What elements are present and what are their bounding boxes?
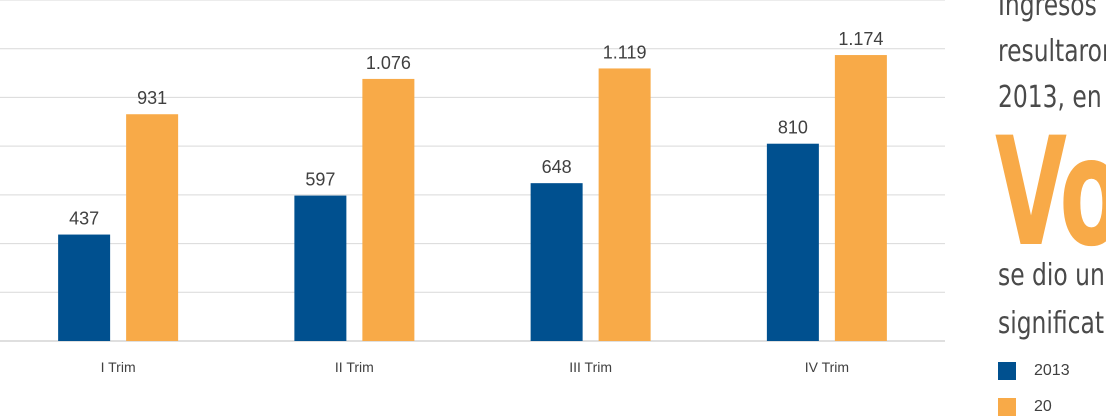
- category-label: IV Trim: [805, 359, 849, 375]
- bars: [58, 55, 887, 341]
- value-label: 1.076: [366, 53, 411, 73]
- legend-swatch-blue: [998, 362, 1016, 380]
- highlight-heading: Vo: [995, 106, 1106, 280]
- value-label: 648: [542, 157, 572, 177]
- bar-orange-1: [126, 114, 179, 341]
- category-label: III Trim: [569, 359, 612, 375]
- bar-orange-4: [834, 55, 887, 341]
- legend-item-2013: 2013: [998, 362, 1070, 380]
- category-label: II Trim: [335, 359, 374, 375]
- bar-orange-2: [362, 78, 415, 341]
- legend-label-second: 20: [1034, 398, 1052, 415]
- side-text-line-1: Ingresos (: [998, 0, 1106, 23]
- category-label: I Trim: [101, 359, 136, 375]
- value-label: 597: [305, 170, 335, 190]
- value-label: 931: [137, 88, 167, 108]
- value-label: 810: [778, 118, 808, 138]
- bar-orange-3: [598, 68, 651, 341]
- legend-label-2013: 2013: [1034, 362, 1070, 379]
- bar-blue-3: [530, 183, 583, 341]
- side-text-line-3: 2013, en: [998, 80, 1102, 115]
- legend-swatch-orange: [998, 398, 1016, 416]
- bar-blue-1: [58, 234, 111, 341]
- legend-item-second: 20: [998, 398, 1052, 416]
- side-text-line-2: resultaron: [998, 34, 1106, 69]
- category-labels: I Trim II Trim III Trim IV Trim: [101, 359, 849, 375]
- bar-blue-4: [766, 143, 819, 341]
- value-label: 1.174: [838, 29, 883, 49]
- side-text-line-4: se dio un: [998, 258, 1105, 293]
- bar-blue-2: [294, 195, 347, 341]
- bar-chart: 437 931 597 1.076 648 1.119 810 1.174 I Trim II …: [0, 0, 945, 375]
- value-label: 437: [69, 209, 99, 229]
- side-text-line-5: significati: [998, 306, 1106, 341]
- value-labels: 437 931 597 1.076 648 1.119 810 1.174: [69, 29, 883, 229]
- value-label: 1.119: [603, 42, 647, 62]
